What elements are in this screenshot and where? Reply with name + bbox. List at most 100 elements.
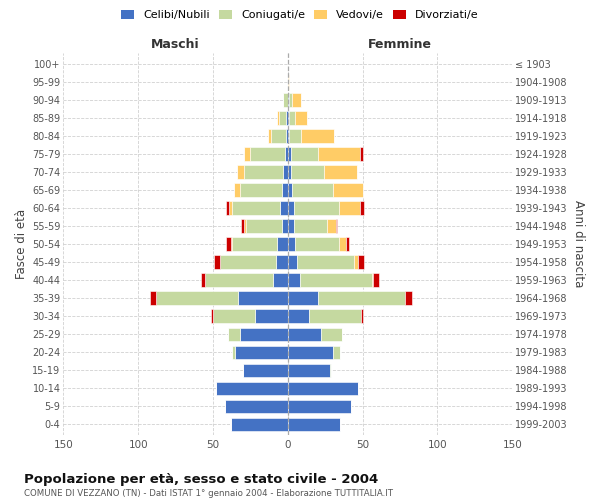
Bar: [288, 364, 330, 377]
Bar: [214, 256, 220, 269]
Bar: [156, 292, 238, 305]
Bar: [288, 76, 289, 89]
Bar: [229, 202, 232, 215]
Bar: [338, 238, 346, 251]
Bar: [301, 130, 334, 143]
Bar: [226, 202, 229, 215]
Bar: [288, 130, 289, 143]
Bar: [294, 220, 327, 233]
Bar: [232, 346, 235, 359]
Bar: [244, 220, 246, 233]
Bar: [330, 364, 331, 377]
Bar: [288, 400, 350, 413]
Bar: [288, 202, 294, 215]
Bar: [288, 418, 340, 431]
Bar: [213, 310, 255, 323]
Bar: [373, 274, 379, 287]
Bar: [288, 328, 321, 341]
Bar: [288, 292, 318, 305]
Bar: [231, 238, 232, 251]
Bar: [327, 220, 336, 233]
Bar: [250, 148, 285, 161]
Bar: [238, 292, 288, 305]
Bar: [289, 112, 295, 125]
Bar: [288, 94, 289, 107]
Bar: [336, 220, 337, 233]
Bar: [205, 274, 273, 287]
Bar: [220, 256, 276, 269]
Bar: [291, 148, 318, 161]
Bar: [244, 148, 250, 161]
Bar: [309, 310, 361, 323]
Bar: [359, 202, 364, 215]
Bar: [295, 238, 338, 251]
Bar: [288, 382, 358, 395]
Bar: [231, 418, 288, 431]
Bar: [225, 400, 288, 413]
Bar: [324, 166, 356, 179]
Bar: [288, 220, 294, 233]
Bar: [280, 202, 288, 215]
Bar: [295, 112, 307, 125]
Bar: [288, 166, 291, 179]
Bar: [286, 130, 288, 143]
Bar: [300, 274, 371, 287]
Legend: Celibi/Nubili, Coniugati/e, Vedovi/e, Divorziati/e: Celibi/Nubili, Coniugati/e, Vedovi/e, Di…: [117, 6, 483, 25]
Bar: [282, 184, 288, 197]
Bar: [244, 166, 283, 179]
Bar: [228, 328, 240, 341]
Bar: [288, 112, 289, 125]
Bar: [359, 148, 362, 161]
Bar: [361, 310, 362, 323]
Bar: [318, 148, 359, 161]
Bar: [243, 364, 288, 377]
Y-axis label: Fasce di età: Fasce di età: [15, 209, 28, 279]
Bar: [346, 238, 349, 251]
Bar: [255, 310, 288, 323]
Bar: [268, 130, 271, 143]
Bar: [358, 256, 364, 269]
Bar: [286, 112, 288, 125]
Bar: [232, 238, 277, 251]
Bar: [240, 328, 288, 341]
Bar: [288, 238, 295, 251]
Bar: [353, 256, 358, 269]
Bar: [294, 202, 338, 215]
Bar: [288, 274, 300, 287]
Bar: [246, 220, 282, 233]
Bar: [216, 382, 288, 395]
Bar: [277, 238, 288, 251]
Bar: [226, 238, 231, 251]
Text: Femmine: Femmine: [368, 38, 432, 51]
Bar: [338, 202, 359, 215]
Bar: [333, 346, 340, 359]
Text: Maschi: Maschi: [151, 38, 200, 51]
Bar: [288, 148, 291, 161]
Bar: [289, 94, 292, 107]
Bar: [292, 94, 301, 107]
Bar: [404, 292, 412, 305]
Bar: [271, 130, 286, 143]
Bar: [291, 166, 324, 179]
Bar: [288, 346, 333, 359]
Bar: [288, 184, 292, 197]
Bar: [282, 220, 288, 233]
Y-axis label: Anni di nascita: Anni di nascita: [572, 200, 585, 288]
Text: Popolazione per età, sesso e stato civile - 2004: Popolazione per età, sesso e stato civil…: [24, 472, 378, 486]
Bar: [333, 184, 362, 197]
Bar: [201, 274, 205, 287]
Bar: [277, 112, 279, 125]
Bar: [288, 256, 297, 269]
Bar: [150, 292, 156, 305]
Bar: [276, 256, 288, 269]
Bar: [240, 184, 282, 197]
Bar: [283, 166, 288, 179]
Bar: [234, 184, 240, 197]
Bar: [288, 310, 309, 323]
Text: COMUNE DI VEZZANO (TN) - Dati ISTAT 1° gennaio 2004 - Elaborazione TUTTITALIA.IT: COMUNE DI VEZZANO (TN) - Dati ISTAT 1° g…: [24, 489, 393, 498]
Bar: [232, 202, 280, 215]
Bar: [371, 274, 373, 287]
Bar: [283, 94, 288, 107]
Bar: [235, 346, 288, 359]
Bar: [321, 328, 341, 341]
